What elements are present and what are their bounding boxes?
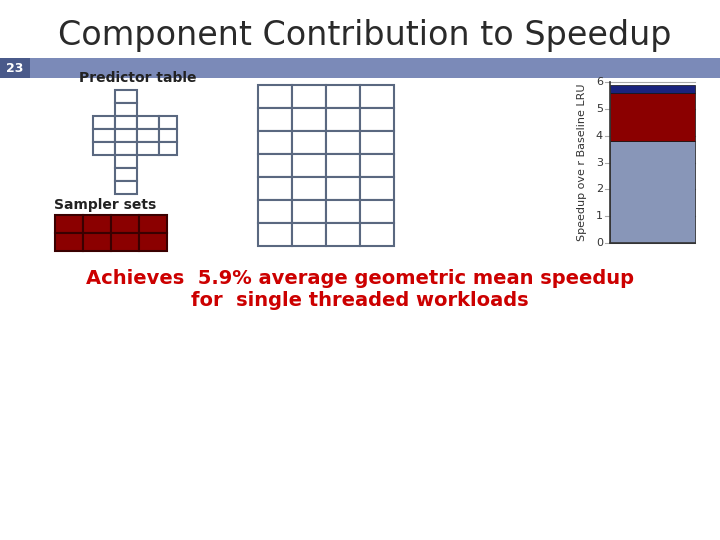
Bar bbox=[137, 129, 159, 142]
Text: 1: 1 bbox=[596, 211, 603, 221]
Bar bbox=[292, 108, 326, 131]
Bar bbox=[115, 168, 137, 181]
Bar bbox=[83, 215, 111, 233]
Bar bbox=[610, 85, 695, 93]
Bar bbox=[115, 142, 137, 155]
Bar bbox=[292, 177, 326, 200]
Text: Component Contribution to Speedup: Component Contribution to Speedup bbox=[58, 18, 672, 51]
Bar bbox=[326, 177, 360, 200]
Bar bbox=[159, 116, 177, 129]
Text: 0: 0 bbox=[596, 238, 603, 248]
Bar bbox=[93, 142, 115, 155]
Bar bbox=[258, 200, 292, 223]
Bar bbox=[258, 108, 292, 131]
Bar bbox=[0, 58, 30, 78]
Bar bbox=[0, 58, 720, 78]
Bar bbox=[360, 200, 394, 223]
Bar bbox=[258, 85, 292, 108]
Bar bbox=[326, 223, 360, 246]
Bar bbox=[326, 154, 360, 177]
Bar bbox=[93, 116, 115, 129]
Bar bbox=[137, 116, 159, 129]
Text: 6: 6 bbox=[596, 77, 603, 87]
Bar bbox=[292, 154, 326, 177]
Bar bbox=[292, 85, 326, 108]
Bar bbox=[326, 200, 360, 223]
Bar bbox=[115, 181, 137, 194]
Bar bbox=[360, 223, 394, 246]
Bar bbox=[360, 85, 394, 108]
Bar bbox=[111, 233, 139, 251]
Bar bbox=[326, 131, 360, 154]
Bar bbox=[115, 90, 137, 103]
Bar bbox=[326, 108, 360, 131]
Bar bbox=[292, 131, 326, 154]
Bar bbox=[159, 142, 177, 155]
Bar bbox=[55, 215, 83, 233]
Bar bbox=[360, 108, 394, 131]
Text: 3: 3 bbox=[596, 158, 603, 167]
Text: Speedup ove r Baseline LRU: Speedup ove r Baseline LRU bbox=[577, 84, 587, 241]
Bar bbox=[610, 93, 695, 141]
Bar bbox=[139, 233, 167, 251]
Bar bbox=[139, 215, 167, 233]
Bar bbox=[292, 223, 326, 246]
Bar bbox=[258, 177, 292, 200]
Bar bbox=[258, 154, 292, 177]
Text: Cache sets: Cache sets bbox=[297, 231, 382, 245]
Bar bbox=[111, 215, 139, 233]
Bar bbox=[137, 142, 159, 155]
Bar bbox=[360, 131, 394, 154]
Bar bbox=[360, 177, 394, 200]
Text: 5: 5 bbox=[596, 104, 603, 114]
Bar bbox=[115, 155, 137, 168]
Bar bbox=[115, 129, 137, 142]
Bar bbox=[292, 200, 326, 223]
Bar bbox=[258, 223, 292, 246]
Bar bbox=[55, 233, 83, 251]
Bar bbox=[360, 154, 394, 177]
Bar bbox=[115, 103, 137, 116]
Text: Sampler sets: Sampler sets bbox=[54, 198, 156, 212]
Bar bbox=[258, 131, 292, 154]
Text: 23: 23 bbox=[6, 62, 24, 75]
Text: for  single threaded workloads: for single threaded workloads bbox=[192, 291, 528, 309]
Text: Achieves  5.9% average geometric mean speedup: Achieves 5.9% average geometric mean spe… bbox=[86, 268, 634, 287]
Text: Predictor table: Predictor table bbox=[79, 71, 197, 85]
Bar bbox=[115, 116, 137, 129]
Text: 2: 2 bbox=[596, 184, 603, 194]
Text: 4: 4 bbox=[596, 131, 603, 140]
Bar bbox=[83, 233, 111, 251]
Bar bbox=[159, 129, 177, 142]
Bar bbox=[610, 141, 695, 243]
Bar bbox=[93, 129, 115, 142]
Bar bbox=[326, 85, 360, 108]
